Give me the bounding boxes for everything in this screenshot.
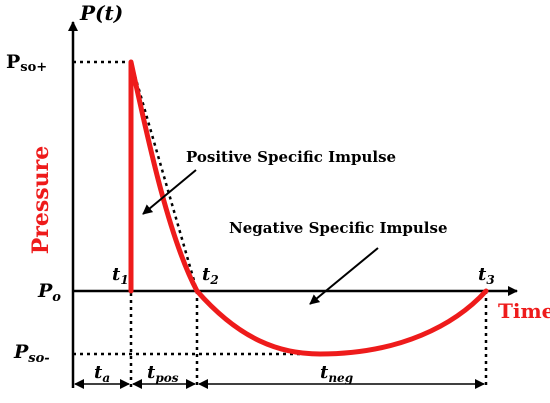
t1-label: t1 xyxy=(112,264,129,287)
positive-impulse-arrow xyxy=(142,169,197,215)
ambient-pressure-label: Po xyxy=(37,280,61,305)
minimum-pressure-label: Pso- xyxy=(13,341,50,366)
annotation-arrows xyxy=(142,169,379,305)
t2-label: t2 xyxy=(202,264,219,287)
y-axis-title: Pressure xyxy=(28,146,54,255)
pressure-curve xyxy=(128,59,489,357)
positive-duration-label: tpos xyxy=(147,362,179,385)
x-axis-title: Time xyxy=(498,299,550,323)
positive-impulse-label: Positive Specific Impulse xyxy=(186,148,396,166)
y-axis-label: P(t) xyxy=(79,1,123,25)
decay-tangent-line xyxy=(129,61,199,292)
peak-pressure-label: Pso+ xyxy=(6,51,47,75)
arrival-duration-label: ta xyxy=(94,362,110,385)
t3-label: t3 xyxy=(478,264,495,287)
negative-duration-label: tneg xyxy=(320,362,353,385)
negative-impulse-label: Negative Specific Impulse xyxy=(229,219,448,237)
negative-impulse-arrow xyxy=(309,247,379,305)
